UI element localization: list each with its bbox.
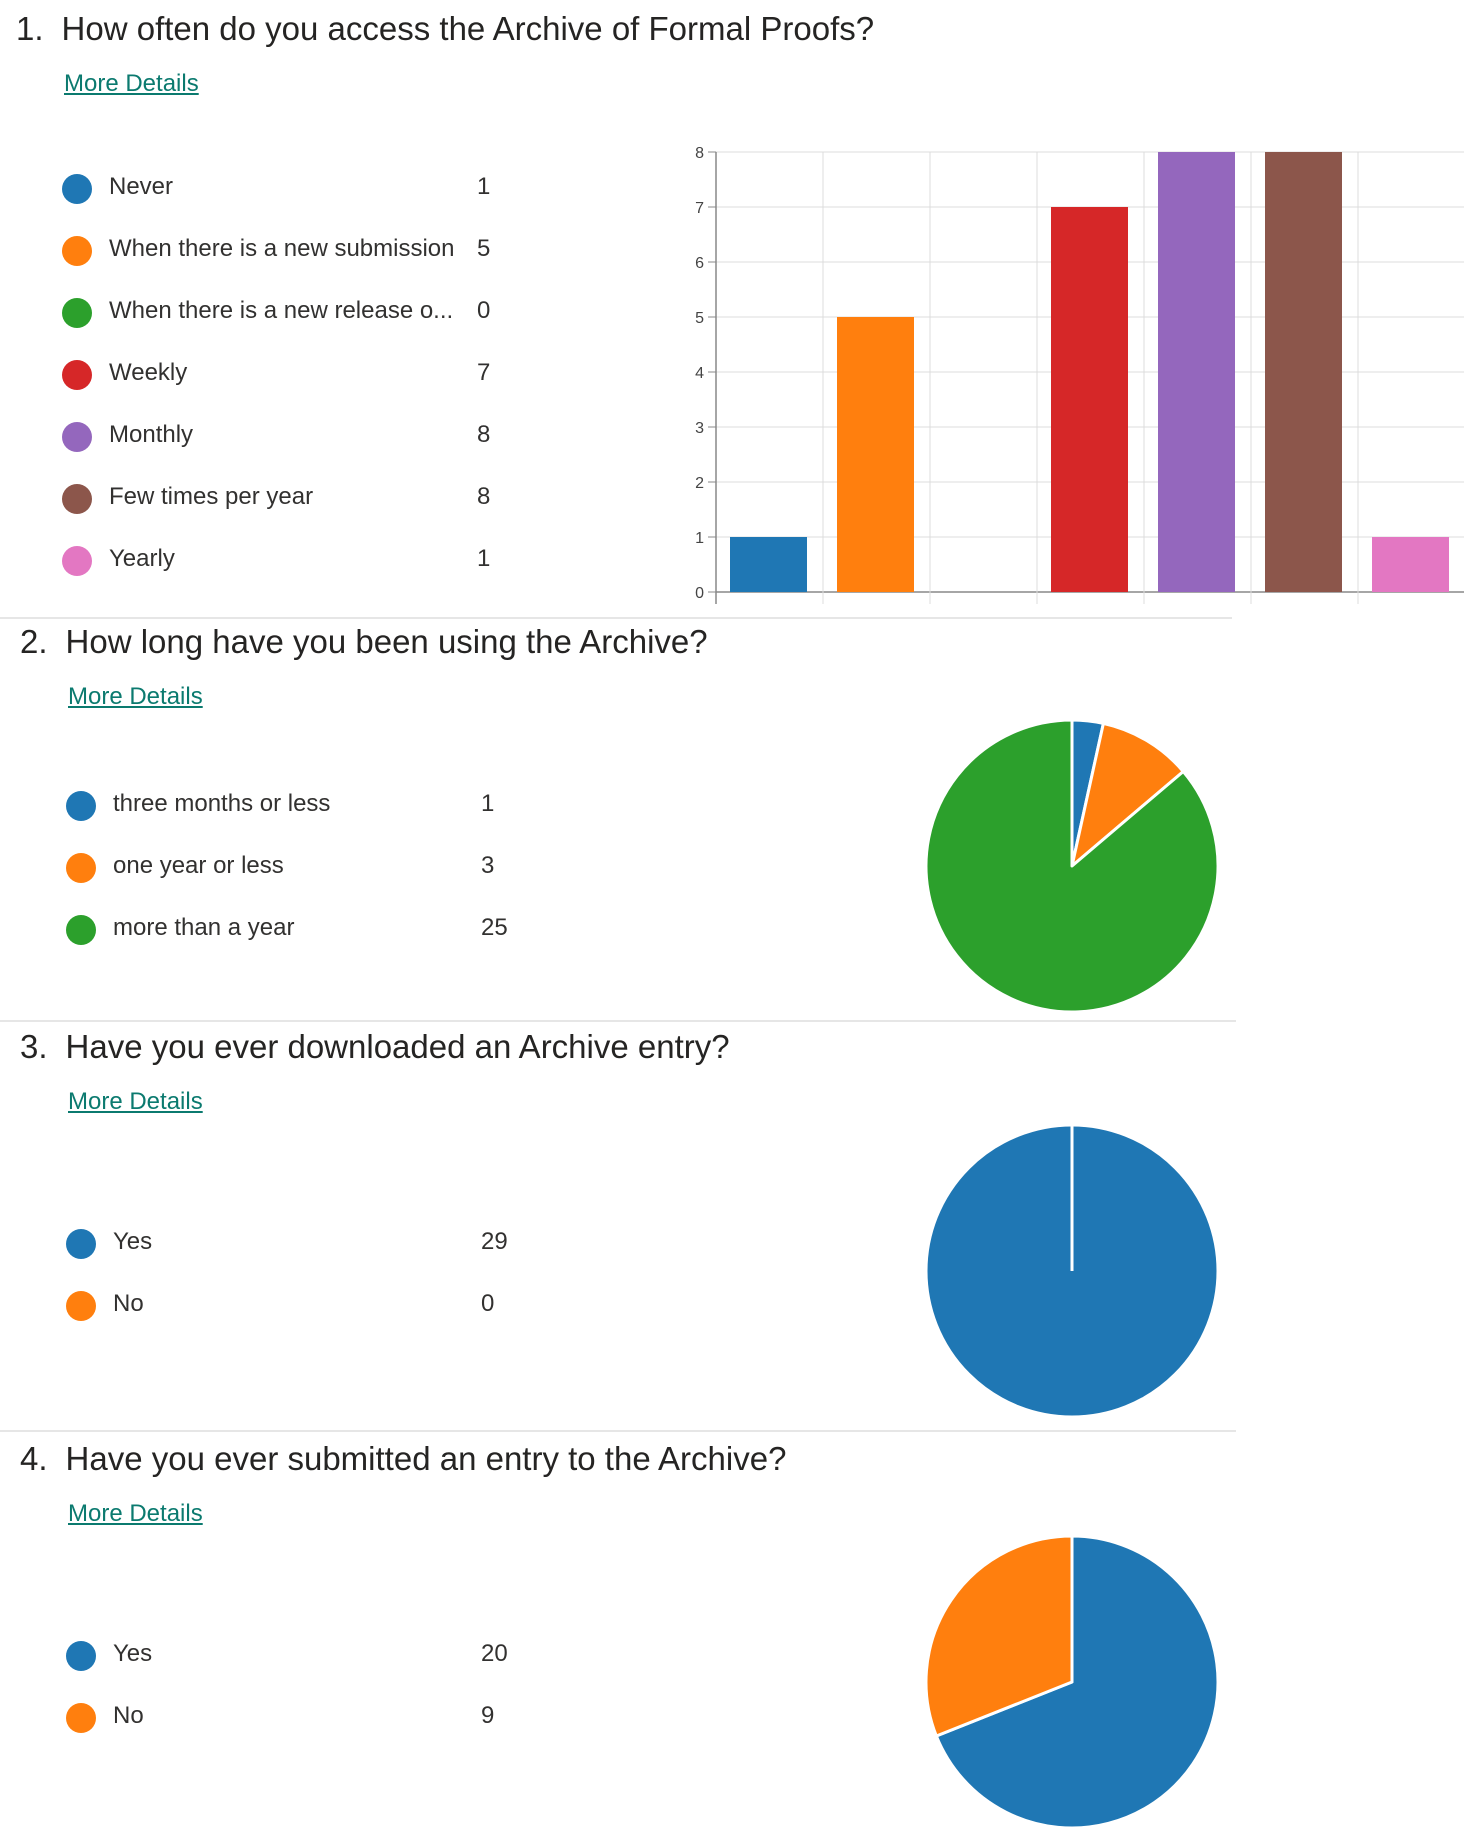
legend-dot-new-submission xyxy=(62,236,92,266)
legend-dot-yes xyxy=(66,1229,96,1259)
legend-dot-one-year xyxy=(66,853,96,883)
legend-dot-weekly xyxy=(62,360,92,390)
legend-dot-yearly xyxy=(62,546,92,576)
pie-slice-yes xyxy=(934,1534,1220,1830)
legend-item: one year or less 3 xyxy=(66,849,526,889)
legend-count: 1 xyxy=(477,545,491,572)
legend-label: No xyxy=(113,1702,144,1729)
legend-dot-never xyxy=(62,174,92,204)
y-tick-label: 6 xyxy=(695,255,704,272)
question-1-more-details-link[interactable]: More Details xyxy=(64,70,199,97)
legend-dot-few-times xyxy=(62,484,92,514)
question-2-number: 2. xyxy=(20,623,48,660)
legend-count: 20 xyxy=(481,1640,508,1667)
legend-dot-no xyxy=(66,1703,96,1733)
legend-item: No 9 xyxy=(66,1699,526,1739)
legend-count: 25 xyxy=(481,914,508,941)
y-tick-label: 7 xyxy=(695,200,704,217)
legend-dot-no xyxy=(66,1291,96,1321)
legend-item: Yearly 1 xyxy=(62,542,522,582)
legend-label: three months or less xyxy=(113,790,331,817)
question-1-number: 1. xyxy=(16,10,44,47)
y-tick-label: 0 xyxy=(695,585,704,602)
pie-chart-submitted xyxy=(924,1534,1220,1830)
question-3-title: 3. Have you ever downloaded an Archive en… xyxy=(20,1028,730,1066)
legend-item: Yes 20 xyxy=(66,1637,526,1677)
legend-item: No 0 xyxy=(66,1287,526,1327)
legend-label: When there is a new submission xyxy=(109,235,455,262)
legend-label: Few times per year xyxy=(109,483,314,510)
legend-count: 9 xyxy=(481,1702,495,1729)
legend-dot-three-months xyxy=(66,791,96,821)
legend-count: 29 xyxy=(481,1228,508,1255)
bar-4 xyxy=(1051,207,1128,592)
legend-dot-new-release xyxy=(62,298,92,328)
question-3-text: Have you ever downloaded an Archive entr… xyxy=(65,1028,730,1065)
y-tick-label: 3 xyxy=(695,420,704,437)
question-2-text: How long have you been using the Archive… xyxy=(65,623,708,660)
legend-count: 0 xyxy=(481,1290,495,1317)
legend-count: 7 xyxy=(477,359,491,386)
legend-item: three months or less 1 xyxy=(66,787,526,827)
section-divider xyxy=(0,1430,1236,1432)
legend-count: 0 xyxy=(477,297,491,324)
y-tick-label: 5 xyxy=(695,310,704,327)
legend-count: 3 xyxy=(481,852,495,879)
question-1-text: How often do you access the Archive of F… xyxy=(61,10,875,47)
y-tick-label: 1 xyxy=(695,530,704,547)
question-2-more-details-link[interactable]: More Details xyxy=(68,683,203,710)
bar-2 xyxy=(837,317,914,592)
bar-6 xyxy=(1265,152,1342,592)
legend-item: When there is a new submission 5 xyxy=(62,232,522,272)
legend-item: Never 1 xyxy=(62,170,522,210)
bar-1 xyxy=(730,537,807,592)
question-1-title: 1. How often do you access the Archive of… xyxy=(16,10,874,48)
pie-chart-downloaded xyxy=(924,1123,1220,1419)
bar-5 xyxy=(1158,152,1235,592)
bar-7 xyxy=(1372,537,1449,592)
legend-item: Monthly 8 xyxy=(62,418,522,458)
legend-item: Weekly 7 xyxy=(62,356,522,396)
question-4-title: 4. Have you ever submitted an entry to th… xyxy=(20,1440,786,1478)
legend-count: 1 xyxy=(481,790,495,817)
legend-label: more than a year xyxy=(113,914,295,941)
question-4-number: 4. xyxy=(20,1440,48,1477)
legend-item: Few times per year 8 xyxy=(62,480,522,520)
legend-label: No xyxy=(113,1290,144,1317)
legend-label: one year or less xyxy=(113,852,284,879)
question-2-title: 2. How long have you been using the Archi… xyxy=(20,623,708,661)
legend-count: 1 xyxy=(477,173,491,200)
legend-label: Yes xyxy=(113,1228,153,1255)
legend-label: Yes xyxy=(113,1640,153,1667)
legend-dot-monthly xyxy=(62,422,92,452)
legend-label: Weekly xyxy=(109,359,188,386)
legend-label: Monthly xyxy=(109,421,194,448)
pie-slice-one-year-or-less xyxy=(1070,721,1185,868)
question-4-more-details-link[interactable]: More Details xyxy=(68,1500,203,1527)
legend-item: Yes 29 xyxy=(66,1225,526,1265)
legend-dot-yes xyxy=(66,1641,96,1671)
y-tick-label: 4 xyxy=(695,365,704,382)
pie-slice-more-than-a-year xyxy=(924,718,1220,1014)
legend-label: When there is a new release o... xyxy=(109,297,454,324)
bar-chart: 0 1 2 3 4 5 6 7 8 xyxy=(695,145,1464,604)
y-tick-label: 8 xyxy=(695,145,704,162)
y-tick-label: 2 xyxy=(695,475,704,492)
legend-count: 8 xyxy=(477,483,491,510)
question-3-number: 3. xyxy=(20,1028,48,1065)
legend-item: more than a year 25 xyxy=(66,911,526,951)
pie-chart-usage-duration xyxy=(924,718,1220,1014)
legend-dot-more-than-year xyxy=(66,915,96,945)
legend-count: 8 xyxy=(477,421,491,448)
section-divider xyxy=(0,617,1232,619)
legend-label: Never xyxy=(109,173,174,200)
section-divider xyxy=(0,1020,1236,1022)
pie-slice-no xyxy=(924,1534,1074,1738)
question-3-more-details-link[interactable]: More Details xyxy=(68,1088,203,1115)
legend-label: Yearly xyxy=(109,545,175,572)
legend-count: 5 xyxy=(477,235,491,262)
question-4-text: Have you ever submitted an entry to the … xyxy=(65,1440,787,1477)
legend-item: When there is a new release o... 0 xyxy=(62,294,522,334)
